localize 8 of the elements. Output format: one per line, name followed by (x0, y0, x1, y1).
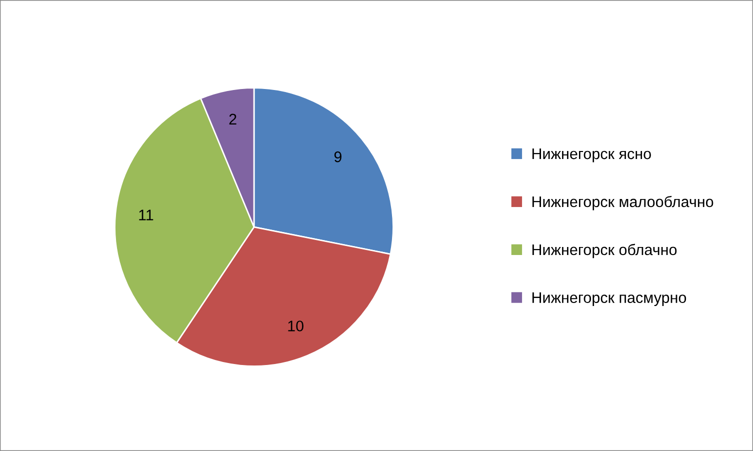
legend-label: Нижнегорск пасмурно (532, 292, 686, 306)
legend-label: Нижнегорск ясно (532, 148, 651, 162)
data-label: 9 (334, 151, 342, 162)
data-label: 10 (288, 320, 304, 332)
data-label: 11 (139, 210, 154, 220)
legend-label: Нижнегорск облачно (532, 244, 677, 258)
data-label: 2 (229, 114, 236, 124)
legend-label: Нижнегорск малооблачно (532, 196, 714, 210)
